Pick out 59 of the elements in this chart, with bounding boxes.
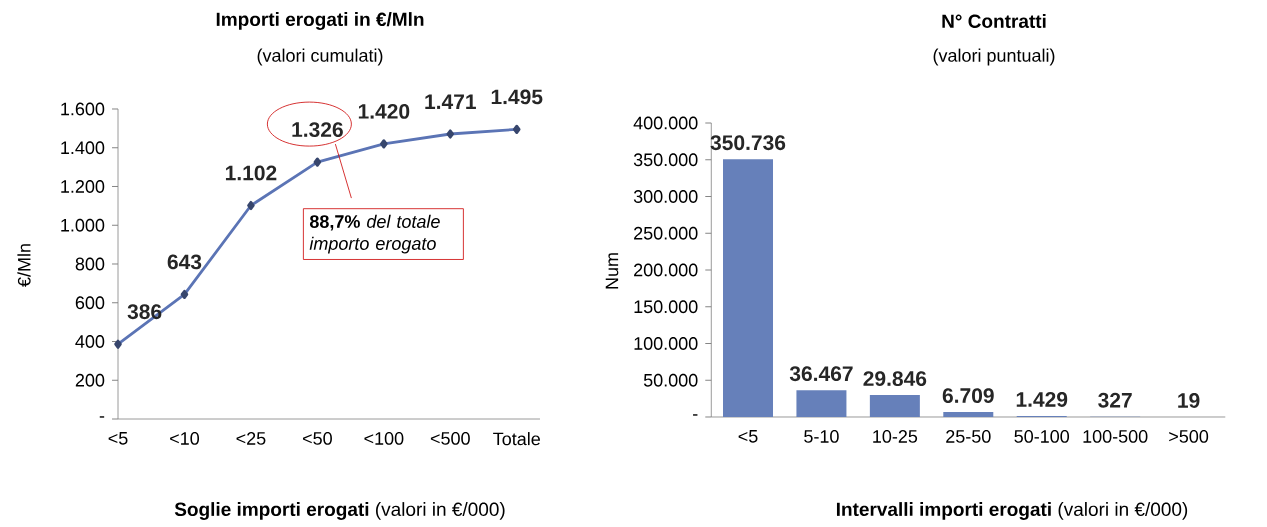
data-label: 1.326 — [292, 122, 343, 138]
x-tick-label: <5 — [108, 432, 128, 445]
x-tick-label: <50 — [302, 432, 332, 445]
x-tick-label: 5-10 — [804, 430, 839, 443]
y-tick-label: 250.000 — [634, 226, 698, 240]
y-tick-label: 600 — [75, 296, 105, 310]
x-tick-label: <500 — [430, 432, 470, 445]
data-label: 1.102 — [225, 165, 277, 181]
y-tick-label: 200.000 — [634, 263, 698, 277]
bar — [723, 159, 774, 417]
y-tick-label: 1.000 — [61, 218, 105, 232]
y-tick-label: 1.600 — [61, 102, 105, 116]
bar — [796, 390, 847, 417]
x-tick-label: <10 — [170, 432, 200, 445]
x-axis-title: Intervalli importi erogati (valori in €/000) — [836, 502, 1188, 520]
x-tick-label: >500 — [1169, 430, 1209, 443]
x-tick-label: Totale — [493, 432, 540, 446]
data-label: 36.467 — [789, 366, 853, 382]
data-label: 6.709 — [942, 388, 994, 404]
x-axis-title: Soglie importi erogati (valori in €/000) — [174, 502, 505, 520]
data-label: 327 — [1098, 392, 1132, 408]
y-tick-label: 100.000 — [634, 337, 698, 350]
y-tick-label: 50.000 — [643, 373, 698, 387]
x-tick-label: 25-50 — [946, 430, 991, 443]
y-tick-label: - — [693, 414, 698, 416]
y-axis-title: €/Mln — [17, 244, 31, 287]
x-tick-label: 10-25 — [873, 430, 918, 443]
data-label: 1.495 — [491, 89, 543, 105]
chart-subtitle: (valori puntuali) — [933, 48, 1055, 66]
data-label: 29.846 — [863, 371, 927, 387]
y-tick-label: 350.000 — [633, 153, 698, 167]
y-tick-label: - — [99, 416, 105, 418]
y-tick-label: 400.000 — [633, 116, 698, 130]
data-label: 350.736 — [710, 135, 786, 151]
x-tick-label: 100-500 — [1083, 430, 1148, 443]
data-label: 1.420 — [358, 103, 410, 119]
y-axis-title: Num — [605, 253, 619, 289]
bar — [869, 395, 920, 417]
chart-subtitle: (valori cumulati) — [257, 48, 383, 66]
chart-title: Importi erogati in €/Mln — [216, 12, 424, 30]
y-tick-label: 300.000 — [633, 190, 698, 203]
x-tick-label: <5 — [738, 430, 758, 443]
y-tick-label: 400 — [75, 335, 105, 348]
x-tick-label: <25 — [236, 432, 266, 445]
data-label: 386 — [127, 304, 162, 320]
x-tick-label: 50-100 — [1014, 430, 1070, 443]
chart-title: N° Contratti — [942, 14, 1046, 28]
data-label: 643 — [167, 254, 202, 270]
annotation: 88,7% del totale importo erogato — [309, 214, 440, 254]
x-tick-label: <100 — [364, 432, 404, 445]
data-label: 1.429 — [1016, 392, 1068, 407]
data-label: 19 — [1178, 393, 1200, 408]
bar — [943, 412, 994, 417]
y-tick-label: 800 — [75, 257, 105, 271]
y-tick-label: 200 — [75, 373, 105, 387]
y-tick-label: 1.200 — [61, 180, 105, 193]
y-tick-label: 1.400 — [61, 141, 105, 155]
y-tick-label: 150.000 — [634, 300, 698, 314]
data-label: 1.471 — [425, 94, 476, 109]
